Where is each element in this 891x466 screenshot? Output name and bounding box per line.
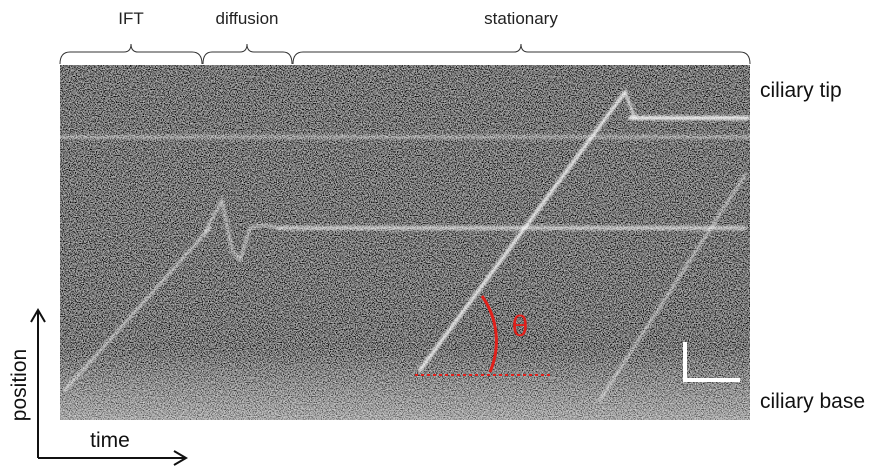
y-axis-label: position bbox=[8, 349, 31, 421]
phase-label: IFT bbox=[118, 9, 144, 28]
x-axis-label: time bbox=[90, 429, 130, 452]
brackets bbox=[59, 43, 751, 65]
phase-label: stationary bbox=[484, 9, 558, 28]
side-label: ciliary base bbox=[760, 390, 865, 413]
axis-arrows bbox=[30, 308, 188, 466]
phase-label: diffusion bbox=[215, 9, 278, 28]
kymograph bbox=[58, 65, 752, 420]
angle-label: θ bbox=[512, 310, 529, 343]
side-label: ciliary tip bbox=[760, 79, 842, 102]
